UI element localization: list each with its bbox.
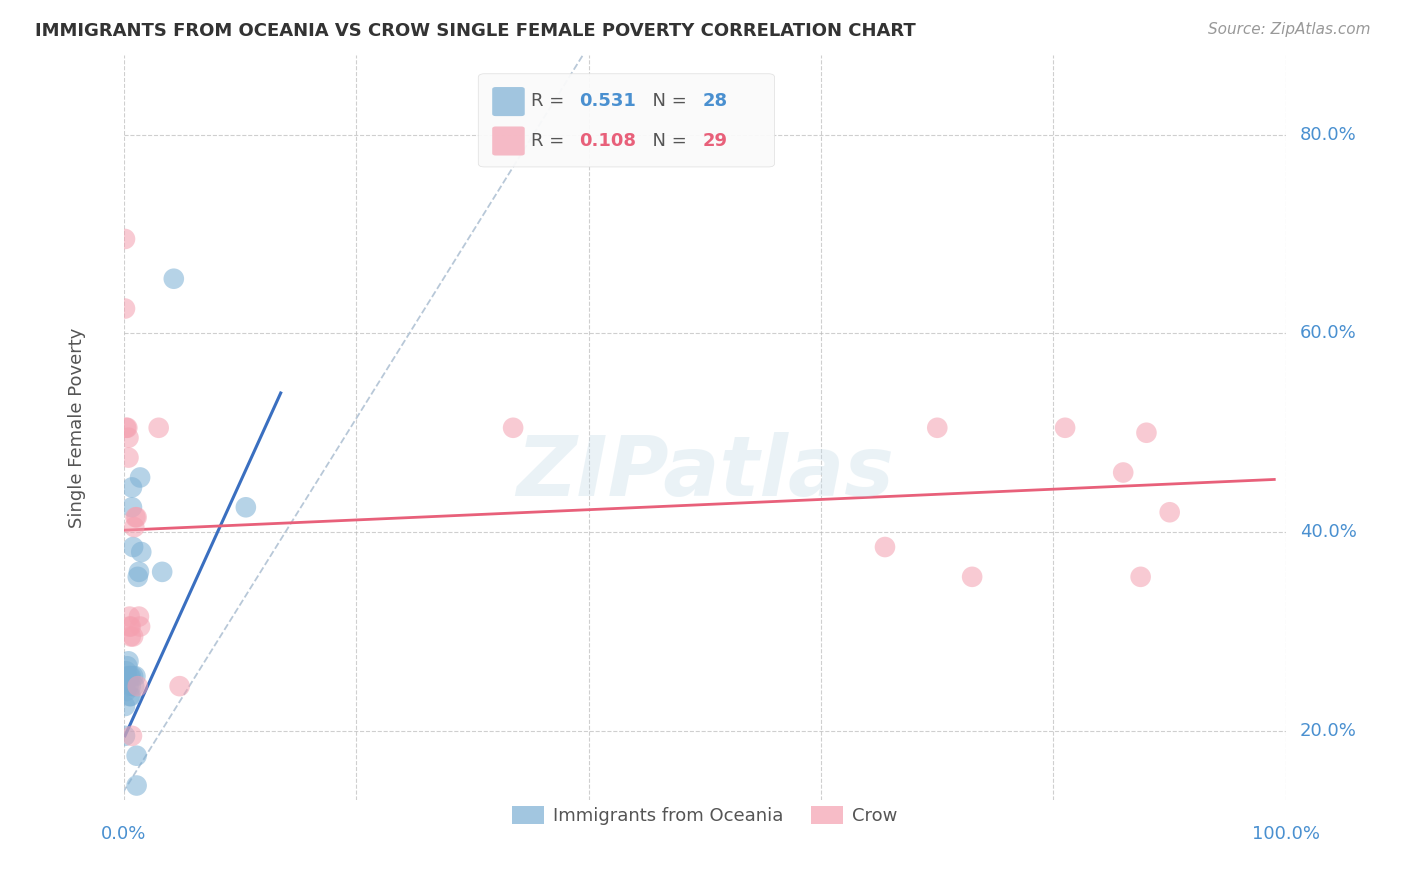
Point <box>124 510 146 524</box>
FancyBboxPatch shape <box>492 87 524 116</box>
Point <box>873 540 896 554</box>
Point <box>502 421 524 435</box>
Point <box>122 630 145 644</box>
Point <box>125 510 148 524</box>
Point <box>120 630 142 644</box>
Point <box>120 679 142 693</box>
Text: R =: R = <box>530 92 569 111</box>
Point <box>1129 570 1152 584</box>
Point <box>114 699 136 714</box>
Point <box>124 679 146 693</box>
Point <box>121 729 143 743</box>
Point <box>129 619 152 633</box>
Point <box>129 470 152 484</box>
Point <box>124 669 146 683</box>
Text: 60.0%: 60.0% <box>1299 325 1357 343</box>
Point <box>960 570 983 584</box>
FancyBboxPatch shape <box>478 74 775 167</box>
Point <box>121 500 143 515</box>
Point <box>148 421 170 435</box>
Point <box>115 684 138 698</box>
Text: 40.0%: 40.0% <box>1299 523 1357 541</box>
Point <box>117 654 139 668</box>
Point <box>121 480 143 494</box>
Point <box>127 570 149 584</box>
Text: R =: R = <box>530 132 569 150</box>
Point <box>118 669 141 683</box>
Point <box>163 271 186 285</box>
Point <box>122 669 145 683</box>
Point <box>1054 421 1077 435</box>
Point <box>169 679 191 693</box>
Point <box>117 659 139 673</box>
Point <box>118 619 141 633</box>
Text: 20.0%: 20.0% <box>1299 722 1357 739</box>
Legend: Immigrants from Oceania, Crow: Immigrants from Oceania, Crow <box>505 799 905 832</box>
Point <box>115 421 138 435</box>
Point <box>128 609 150 624</box>
Text: Source: ZipAtlas.com: Source: ZipAtlas.com <box>1208 22 1371 37</box>
Text: 100.0%: 100.0% <box>1251 825 1320 843</box>
Text: Single Female Poverty: Single Female Poverty <box>69 327 86 528</box>
Text: N =: N = <box>641 132 692 150</box>
Text: N =: N = <box>641 92 692 111</box>
Point <box>115 665 138 679</box>
Point <box>150 565 173 579</box>
Point <box>125 748 148 763</box>
Point <box>128 565 150 579</box>
Point <box>120 689 142 703</box>
Point <box>122 540 145 554</box>
Text: 80.0%: 80.0% <box>1299 126 1357 144</box>
Point <box>117 421 139 435</box>
Point <box>114 729 136 743</box>
Point <box>118 689 141 703</box>
Point <box>120 669 142 683</box>
Point <box>117 431 139 445</box>
Text: IMMIGRANTS FROM OCEANIA VS CROW SINGLE FEMALE POVERTY CORRELATION CHART: IMMIGRANTS FROM OCEANIA VS CROW SINGLE F… <box>35 22 915 40</box>
Point <box>1135 425 1157 440</box>
Point <box>118 609 141 624</box>
Point <box>125 779 148 793</box>
Point <box>117 669 139 683</box>
Text: 0.0%: 0.0% <box>101 825 146 843</box>
Point <box>117 679 139 693</box>
Text: 29: 29 <box>703 132 727 150</box>
Point <box>927 421 949 435</box>
Point <box>117 450 139 465</box>
Point <box>127 679 149 693</box>
Text: ZIPatlas: ZIPatlas <box>516 432 894 513</box>
Point <box>120 619 142 633</box>
Point <box>114 301 136 316</box>
Point <box>235 500 257 515</box>
FancyBboxPatch shape <box>492 127 524 155</box>
Point <box>124 520 146 534</box>
Point <box>114 232 136 246</box>
Text: 28: 28 <box>703 92 728 111</box>
Point <box>1112 466 1135 480</box>
Point <box>129 545 152 559</box>
Point <box>1159 505 1181 519</box>
Text: 0.108: 0.108 <box>579 132 637 150</box>
Text: 0.531: 0.531 <box>579 92 637 111</box>
